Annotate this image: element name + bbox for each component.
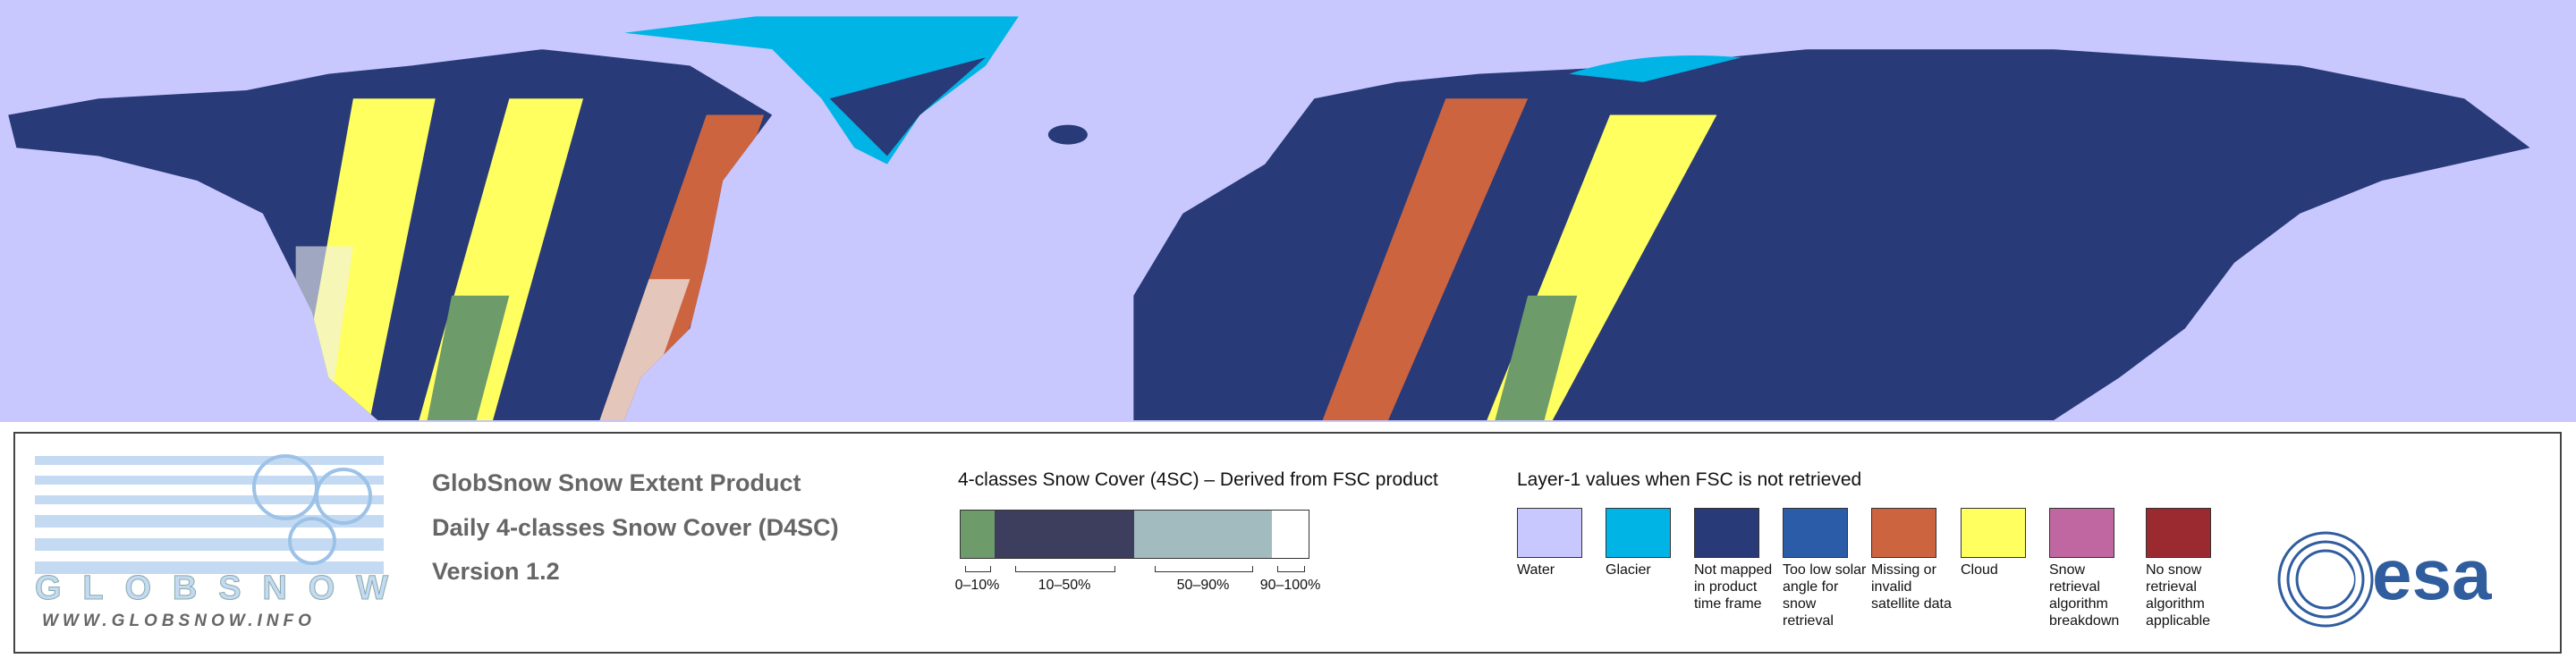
layer1-swatch [1871,508,1936,558]
class-bracket [1155,566,1253,572]
layer1-swatch [1783,508,1848,558]
layer1-label: Too low solar angle for snow retrieval [1783,562,1867,629]
arctic-islands [1569,55,1741,82]
esa-logo: esa [2277,531,2492,628]
globsnow-logo: GLOBSNOW WWW.GLOBSNOW.INFO [35,454,389,630]
logo-url: WWW.GLOBSNOW.INFO [42,612,316,630]
class-swatch [960,510,996,559]
layer1-label: No snow retrieval algorithm applicable [2146,562,2211,629]
layer1-swatch [1606,508,1671,558]
layer1-title: Layer-1 values when FSC is not retrieved [1517,469,1862,490]
map [0,0,2576,422]
product-line: GlobSnow Snow Extent Product [432,469,801,496]
greenland [623,16,1019,165]
class-label: 0–10% [954,578,1000,593]
class-label: 90–100% [1259,578,1321,593]
layer1-swatch [1517,508,1582,558]
class-swatch [1134,510,1272,559]
layer1-label: Not mapped in product time frame [1694,562,1773,612]
class-swatch [995,510,1134,559]
layer1-swatch [2049,508,2114,558]
layer1-label: Glacier [1606,562,1651,578]
layer1-label: Snow retrieval algorithm breakdown [2049,562,2120,629]
logo-name: GLOBSNOW [35,570,388,607]
legend: GLOBSNOW WWW.GLOBSNOW.INFO GlobSnow Snow… [13,432,2562,654]
class-bracket [1277,566,1305,572]
class-label: 50–90% [1176,578,1230,593]
greenland-unmapped [829,57,987,156]
agency: esa [2372,535,2492,614]
layer1-swatch [1961,508,2026,558]
class-bracket [964,566,992,572]
product-line: Daily 4-classes Snow Cover (D4SC) [432,514,839,541]
snow-cover-title: 4-classes Snow Cover (4SC) – Derived fro… [958,469,1438,490]
layer1-label: Cloud [1961,562,1998,578]
layer1-label: Water [1517,562,1555,578]
layer1-swatch [1694,508,1759,558]
layer1-label: Missing or invalid satellite data [1871,562,1952,612]
class-bracket [1015,566,1115,572]
iceland [1047,124,1088,145]
product-line: Version 1.2 [432,558,560,585]
class-swatch [1272,510,1309,559]
class-label: 10–50% [1038,578,1091,593]
layer1-swatch [2146,508,2211,558]
